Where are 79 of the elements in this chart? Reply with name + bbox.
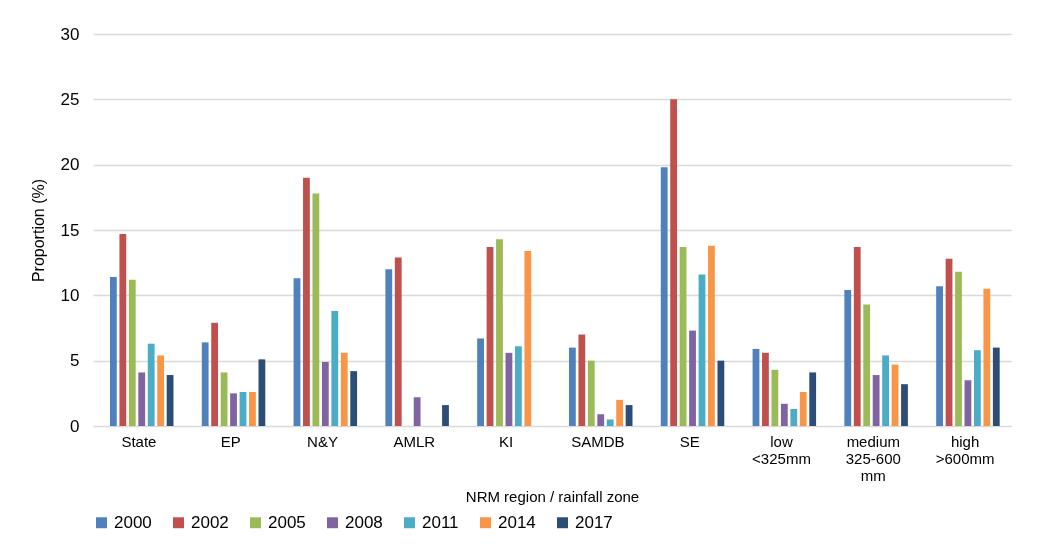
bar <box>394 257 402 426</box>
bar <box>385 269 393 426</box>
x-tick-label: SE <box>679 432 700 450</box>
y-axis-title: Proportion (%) <box>29 178 47 283</box>
bar <box>138 372 146 426</box>
bar <box>762 352 769 426</box>
bar <box>992 347 1000 426</box>
bar <box>844 290 852 426</box>
bar <box>340 352 348 426</box>
x-tick-label: medium 325-600 mm <box>845 432 901 484</box>
y-tick-label: 15 <box>60 220 80 240</box>
bar <box>147 343 155 426</box>
y-tick-label: 5 <box>70 351 80 371</box>
bar <box>201 342 209 426</box>
bar <box>936 286 943 426</box>
bar <box>708 245 715 426</box>
legend-label: 2005 <box>268 512 306 532</box>
bar <box>312 193 320 426</box>
bar <box>670 99 678 426</box>
bar <box>413 397 421 426</box>
y-tick-label: 25 <box>60 89 80 109</box>
bar <box>211 322 219 426</box>
legend-label: 2014 <box>498 512 536 532</box>
bar <box>689 330 696 426</box>
x-tick-label: low <325mm <box>752 432 811 467</box>
bar <box>249 392 256 426</box>
x-tick-label: KI <box>499 432 514 450</box>
bar <box>321 361 329 426</box>
bar <box>660 167 668 426</box>
bar <box>983 288 991 426</box>
bar <box>230 393 237 426</box>
y-tick-label: 10 <box>60 285 80 305</box>
x-tick-label: high >600mm <box>935 432 995 467</box>
legend-label: 2008 <box>345 512 383 532</box>
y-tick-label: 30 <box>60 24 80 44</box>
bar <box>882 355 889 426</box>
bar <box>442 405 449 426</box>
bar <box>853 246 861 426</box>
bar <box>514 346 522 426</box>
bar <box>901 384 908 426</box>
bar <box>597 414 605 426</box>
legend-label: 2002 <box>191 512 229 532</box>
legend-label: 2011 <box>422 512 459 532</box>
bar <box>157 355 165 426</box>
bar <box>587 360 595 426</box>
bar <box>350 371 358 426</box>
y-tick-label: 20 <box>60 155 80 175</box>
bar <box>717 360 725 426</box>
bar <box>524 250 532 426</box>
bar <box>496 239 503 426</box>
bar <box>119 233 127 426</box>
bar <box>955 271 962 426</box>
bar <box>109 277 117 426</box>
bar <box>863 304 871 426</box>
bar <box>790 409 798 426</box>
legend-label: 2000 <box>114 512 152 532</box>
x-tick-label: EP <box>220 432 241 450</box>
bar <box>331 311 339 426</box>
bar <box>771 369 779 426</box>
bar <box>606 419 614 426</box>
bar <box>578 334 586 426</box>
bar <box>258 359 266 426</box>
bar <box>477 338 484 426</box>
bar <box>872 375 880 426</box>
bar <box>799 392 807 426</box>
bar <box>780 403 788 426</box>
legend-label: 2017 <box>575 512 613 532</box>
y-tick-label: 0 <box>70 416 80 436</box>
x-tick-label: SAMDB <box>571 432 625 450</box>
bar <box>303 177 310 426</box>
bar <box>616 399 624 426</box>
x-tick-label: State <box>121 432 157 450</box>
x-axis-title: NRM region / rainfall zone <box>465 487 640 505</box>
bar <box>973 350 981 426</box>
bar <box>809 372 817 426</box>
x-tick-label: AMLR <box>393 432 436 450</box>
x-tick-label: N&Y <box>307 432 338 450</box>
bar <box>128 279 136 426</box>
bar <box>568 347 576 426</box>
